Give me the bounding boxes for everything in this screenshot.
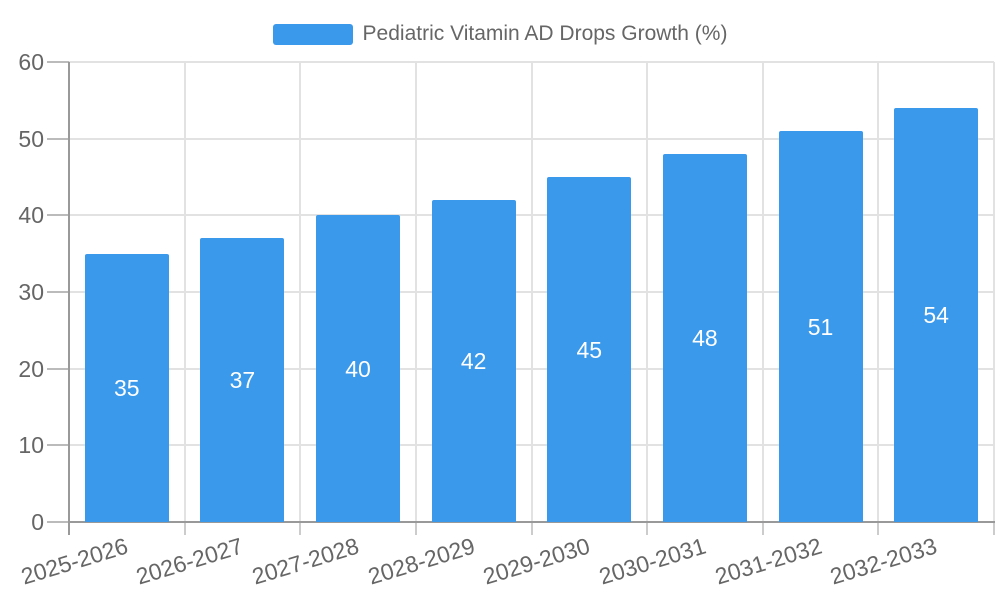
bar-value-label: 40	[345, 355, 371, 382]
bar-2028-2029[interactable]: 42	[431, 200, 516, 522]
bar-value-label: 51	[807, 313, 834, 340]
y-axis-tick	[47, 61, 69, 63]
y-axis-tick	[47, 367, 69, 370]
x-axis-label: 2027-2028	[249, 532, 362, 590]
y-axis-tick	[47, 521, 69, 523]
x-axis-label: 2029-2030	[480, 532, 594, 590]
bar-2032-2033[interactable]: 54	[894, 108, 979, 522]
v-gridline	[646, 62, 649, 522]
legend-swatch-icon	[272, 23, 353, 45]
x-axis-line	[68, 521, 995, 523]
y-axis-tick	[47, 291, 69, 293]
bar-2025-2026[interactable]: 35	[84, 253, 169, 522]
y-axis-label: 30	[18, 279, 44, 305]
v-gridline	[761, 62, 764, 522]
bar-2026-2027[interactable]: 37	[200, 238, 285, 522]
bar-2031-2032[interactable]: 51	[778, 131, 863, 522]
y-axis-label: 60	[18, 49, 44, 75]
bar-2029-2030[interactable]: 45	[547, 177, 632, 522]
bar-value-label: 37	[229, 367, 256, 394]
y-axis-tick	[47, 214, 69, 217]
bar-value-label: 48	[692, 325, 718, 351]
x-axis-label: 2031-2032	[711, 532, 825, 590]
v-gridline	[530, 62, 533, 522]
bar-value-label: 45	[576, 336, 603, 363]
x-axis-label: 2030-2031	[595, 532, 709, 590]
x-axis-tick	[761, 522, 764, 535]
bar-value-label: 54	[923, 302, 949, 328]
v-gridline	[299, 62, 302, 522]
x-axis-tick	[183, 522, 186, 535]
x-axis-label: 2025-2026	[17, 532, 131, 590]
legend-label: Pediatric Vitamin AD Drops Growth (%)	[362, 22, 728, 45]
y-axis-label: 40	[18, 202, 44, 229]
legend-item[interactable]: Pediatric Vitamin AD Drops Growth (%)	[272, 22, 728, 45]
x-axis-tick	[993, 522, 995, 535]
x-axis-tick	[299, 522, 302, 535]
v-gridline	[993, 62, 995, 522]
v-gridline	[414, 62, 417, 522]
v-gridline	[183, 62, 186, 522]
x-axis-label: 2032-2033	[827, 532, 940, 590]
y-axis-label: 10	[18, 432, 44, 459]
x-axis-tick	[414, 522, 417, 535]
bar-value-label: 35	[114, 374, 140, 401]
x-axis-tick	[646, 522, 649, 535]
v-gridline	[877, 62, 880, 522]
bar-value-label: 42	[460, 348, 487, 374]
y-axis-label: 20	[18, 355, 44, 382]
y-axis-label: 0	[31, 509, 44, 535]
y-axis-label: 50	[18, 125, 44, 152]
bar-2027-2028[interactable]: 40	[316, 215, 401, 522]
x-axis-tick	[877, 522, 880, 535]
bar-2030-2031[interactable]: 48	[662, 154, 747, 522]
y-axis-tick	[47, 137, 69, 140]
x-axis-label: 2028-2029	[364, 532, 478, 590]
x-axis-label: 2026-2027	[133, 532, 247, 590]
legend: Pediatric Vitamin AD Drops Growth (%)	[0, 23, 1000, 45]
y-axis-tick	[47, 444, 69, 447]
x-axis-tick	[530, 522, 533, 535]
y-axis-line	[68, 62, 70, 535]
